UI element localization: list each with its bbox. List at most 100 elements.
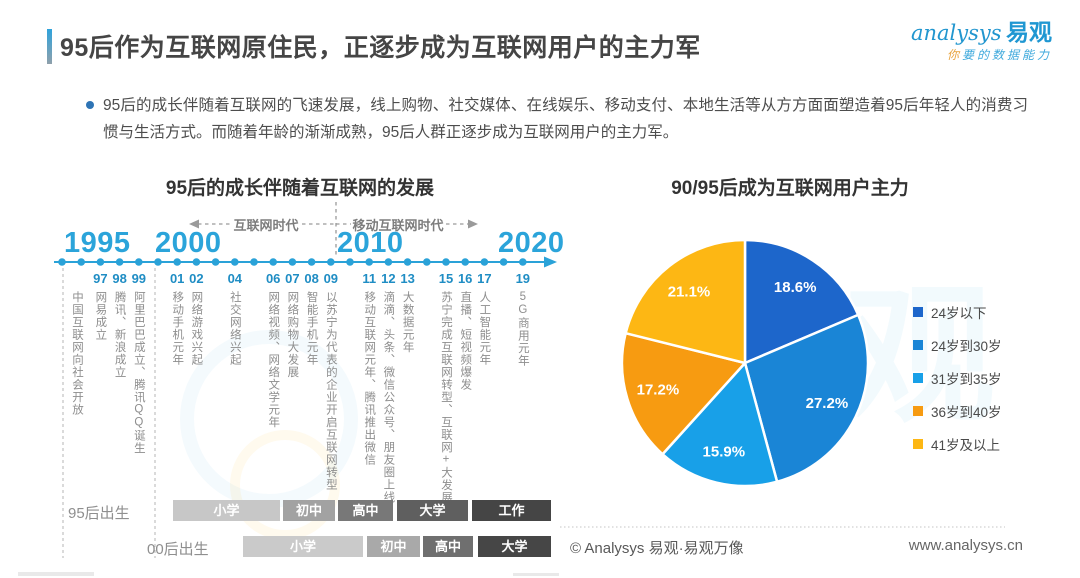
pie-chart-title: 90/95后成为互联网用户主力 [671, 178, 909, 199]
stage-bar-95后出生-初中: 初中 [283, 500, 335, 521]
stage-bar-00后出生-初中: 初中 [367, 536, 420, 557]
timeline-event-1998: 腾讯、新浪成立 [113, 291, 126, 379]
legend-label: 24岁到30岁 [931, 339, 1002, 354]
watermark-arc [230, 430, 340, 540]
timeline-event-2013: 大数据元年 [401, 291, 414, 354]
timeline-event-2015: 苏宁完成互联网转型、互联网+大发展 [440, 291, 453, 504]
tick-number-11: 11 [362, 271, 377, 286]
legend-item-36岁到40岁: 36岁到40岁 [913, 401, 1002, 421]
pie-slice-label-21.1%: 21.1% [668, 283, 711, 300]
pie-slice-36岁到40岁 [620, 331, 747, 456]
legend-label: 41岁及以上 [931, 438, 1001, 453]
legend-label: 24岁以下 [931, 306, 987, 321]
timeline-event-1995: 中国互联网向社会开放 [71, 291, 84, 416]
timeline-chart-title: 95后的成长伴随着互联网的发展 [165, 178, 435, 199]
pie-legend: 24岁以下 24岁到30岁 31岁到35岁 36岁到40岁 41岁及以上 [913, 302, 1002, 454]
footer-copyright: © Analysys 易观·易观万像 [570, 540, 744, 557]
tick-number-97: 97 [93, 271, 108, 286]
axis-dot-2017 [480, 258, 489, 266]
timeline-event-2002: 网络游戏兴起 [190, 291, 203, 366]
timeline-event-1999: 阿里巴巴成立、腾讯QQ诞生 [132, 291, 145, 455]
bottom-edge-artifact [513, 573, 559, 576]
page-title: 95后作为互联网原住民，正逐步成为互联网用户的主力军 [60, 34, 701, 62]
stage-bar-95后出生-工作: 工作 [472, 500, 551, 521]
legend-swatch-icon [913, 406, 923, 416]
timeline-event-2017: 人工智能元年 [478, 291, 491, 366]
legend-swatch-icon [913, 307, 923, 317]
pie-slice-41岁及以上 [624, 238, 747, 365]
era2-right-arrowhead [468, 219, 478, 229]
birth-row-label-0: 95后出生 [68, 505, 130, 522]
tick-number-15: 15 [438, 271, 454, 286]
timeline-event-2001: 移动手机元年 [171, 291, 184, 366]
tick-number-01: 01 [169, 271, 185, 286]
timeline-event-2009: 以苏宁为代表的企业开启互联网转型 [324, 291, 337, 491]
legend-item-41岁及以上: 41岁及以上 [913, 434, 1002, 454]
birth-row-label-1: 00后出生 [147, 541, 209, 558]
stage-bar-00后出生-大学: 大学 [478, 536, 551, 557]
axis-dot-1999 [135, 258, 143, 266]
legend-swatch-icon [913, 340, 923, 350]
analysys-logo: analysys 易观 你要的数据能力 [911, 19, 1052, 62]
legend-item-24岁到30岁: 24岁到30岁 [913, 335, 1002, 355]
tick-number-06: 06 [265, 271, 281, 286]
timeline-event-2019: 5G商用元年 [516, 291, 529, 367]
logo-tagline-first: 你 [946, 48, 962, 63]
pie-slice-31岁到35岁 [661, 361, 779, 488]
tick-number-98: 98 [112, 271, 127, 286]
timeline-event-2011: 移动互联网元年、腾讯推出微信 [363, 291, 376, 466]
pie-slice-label-15.9%: 15.9% [703, 444, 746, 461]
legend-item-24岁以下: 24岁以下 [913, 302, 1002, 322]
tick-number-02: 02 [189, 271, 204, 286]
tick-number-09: 09 [323, 271, 339, 286]
logo-tagline: 你要的数据能力 [911, 49, 1052, 62]
axis-dot-2007 [288, 258, 297, 266]
pie-slice-label-27.2%: 27.2% [806, 395, 849, 412]
pie-chart: 18.6% 27.2% 15.9% 17.2% 21.1% [620, 238, 870, 488]
axis-dot-2005 [250, 258, 258, 266]
timeline-event-2007: 网络购物大发展 [286, 291, 299, 379]
timeline-event-2008: 智能手机元年 [305, 291, 318, 366]
legend-label: 36岁到40岁 [931, 405, 1002, 420]
stage-bar-95后出生-小学: 小学 [173, 500, 280, 521]
bottom-edge-artifact [18, 572, 94, 576]
tick-number-16: 16 [457, 271, 473, 286]
intro-paragraph: 95后的成长伴随着互联网的飞速发展，线上购物、社交媒体、在线娱乐、移动支付、本地… [103, 97, 1028, 142]
stage-bar-95后出生-大学: 大学 [397, 500, 468, 521]
pie-slice-label-17.2%: 17.2% [637, 382, 680, 399]
logo-brand: analysys 易观 [911, 19, 1052, 45]
tick-number-99: 99 [131, 271, 147, 286]
timeline-event-2016: 直播、短视频爆发 [459, 291, 472, 391]
axis-dot-2014 [423, 258, 431, 266]
axis-dot-2016 [461, 258, 470, 266]
era-label-mobile-internet: 移动互联网时代 [346, 215, 450, 234]
pie-slice-24岁到30岁 [743, 313, 870, 483]
pie-slice-24岁以下 [743, 238, 860, 365]
year-label-1995: 1995 [64, 227, 131, 259]
footer-website: www.analysys.cn [908, 537, 1023, 554]
bullet-dot-icon [86, 101, 94, 109]
year-label-2000: 2000 [155, 227, 222, 259]
timeline-event-2004: 社交网络兴起 [228, 291, 241, 366]
timeline-event-2012: 滴滴、头条、微信公众号、朋友圈上线 [382, 291, 395, 504]
axis-dot-2015 [442, 258, 450, 266]
axis-dot-2009 [327, 258, 335, 266]
tick-number-12: 12 [381, 271, 396, 286]
title-accent-bar [47, 29, 52, 64]
logo-tagline-rest: 要的数据能力 [961, 48, 1052, 63]
tick-number-19: 19 [515, 271, 531, 286]
year-label-2020: 2020 [498, 227, 565, 259]
stage-bar-00后出生-小学: 小学 [243, 536, 363, 557]
timeline-event-1997: 网易成立 [94, 291, 107, 341]
logo-brand-cn: 易观 [1006, 19, 1052, 45]
tick-number-04: 04 [227, 271, 243, 286]
era-label-internet: 互联网时代 [227, 215, 305, 234]
axis-dot-2004 [231, 258, 239, 266]
legend-item-31岁到35岁: 31岁到35岁 [913, 368, 1002, 388]
tick-number-13: 13 [400, 271, 415, 286]
tick-number-08: 08 [304, 271, 319, 286]
stage-bar-95后出生-高中: 高中 [338, 500, 393, 521]
legend-swatch-icon [913, 373, 923, 383]
